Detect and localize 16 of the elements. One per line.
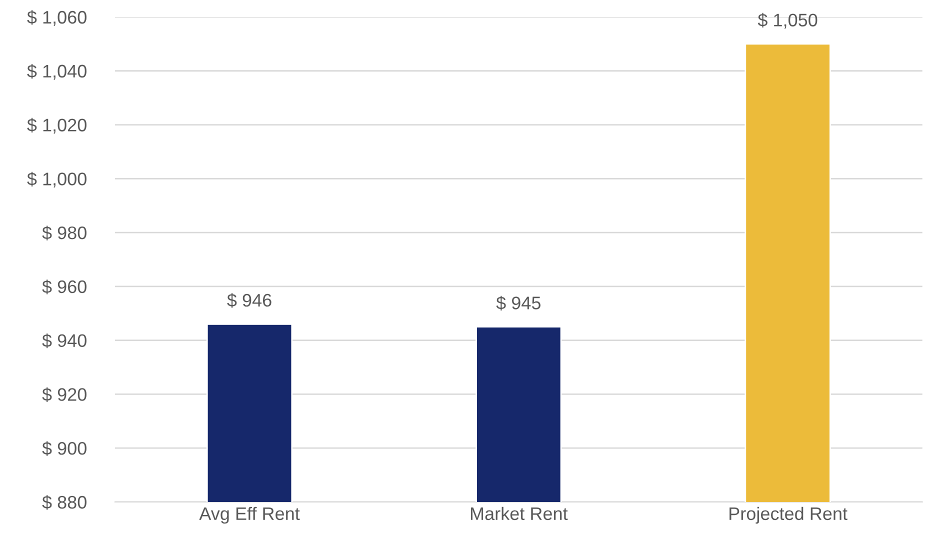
y-tick-label: $ 1,020 xyxy=(27,118,86,134)
y-tick-label: $ 980 xyxy=(42,226,86,240)
x-tick-label: Projected Rent xyxy=(730,506,848,524)
y-tick-label: $ 940 xyxy=(42,333,86,348)
y-tick-label: $ 960 xyxy=(42,280,86,294)
y-tick-label: $ 1,040 xyxy=(27,64,86,80)
data-label: $ 1,050 xyxy=(758,12,818,29)
y-tick-label: $ 1,000 xyxy=(27,172,86,188)
y-tick-label: $ 1,060 xyxy=(27,10,86,26)
data-label: $ 946 xyxy=(227,293,272,308)
data-label: $ 945 xyxy=(496,296,540,310)
x-tick-label: Avg Eff Rent xyxy=(199,506,300,524)
y-tick-label: $ 880 xyxy=(42,495,86,510)
y-tick-label: $ 900 xyxy=(42,441,86,456)
y-tick-label: $ 920 xyxy=(42,387,86,402)
x-tick-label: Market Rent xyxy=(470,506,568,520)
